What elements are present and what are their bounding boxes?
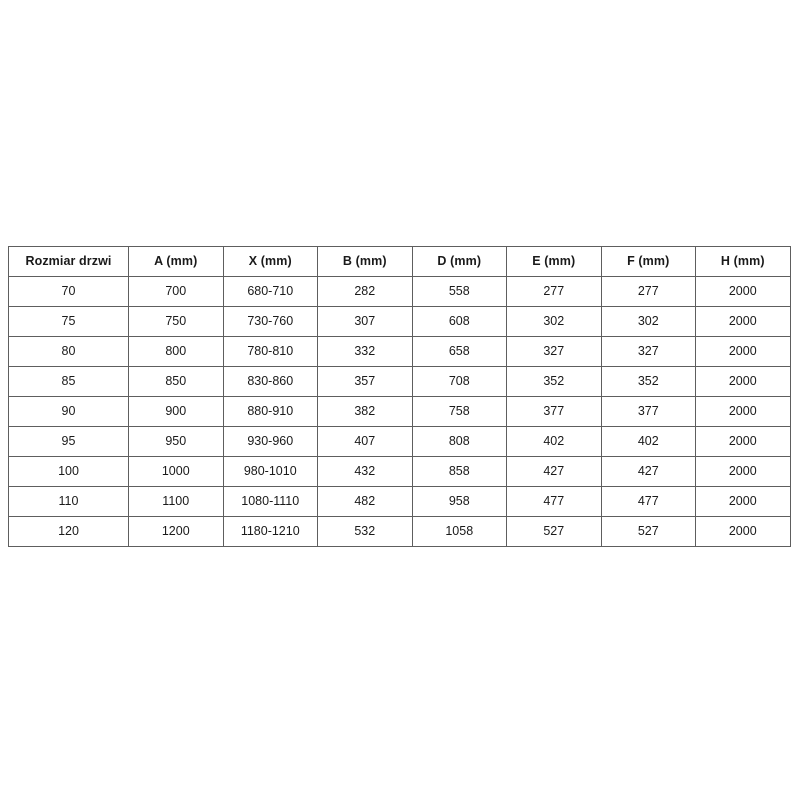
cell-b: 357 — [317, 366, 413, 397]
cell-x: 1080-1110 — [222, 486, 318, 517]
cell-a: 1200 — [128, 516, 224, 547]
column-header-2: X (mm) — [222, 246, 318, 277]
cell-f: 352 — [600, 366, 696, 397]
cell-e: 427 — [506, 456, 602, 487]
table-header-row: Rozmiar drzwi A (mm) X (mm) B (mm) D (mm) E (… — [8, 246, 791, 277]
column-header-6: F (mm) — [600, 246, 696, 277]
cell-h: 2000 — [695, 396, 791, 427]
cell-h: 2000 — [695, 276, 791, 307]
cell-b: 282 — [317, 276, 413, 307]
cell-door-size: 110 — [8, 486, 129, 517]
cell-h: 2000 — [695, 486, 791, 517]
table-row: 80 800 780-810 332 658 327 327 2000 — [8, 336, 791, 367]
cell-h: 2000 — [695, 516, 791, 547]
cell-x: 730-760 — [222, 306, 318, 337]
table-row: 100 1000 980-1010 432 858 427 427 2000 — [8, 456, 791, 487]
cell-b: 307 — [317, 306, 413, 337]
cell-a: 900 — [128, 396, 224, 427]
cell-f: 427 — [600, 456, 696, 487]
cell-b: 407 — [317, 426, 413, 457]
table-header: Rozmiar drzwi A (mm) X (mm) B (mm) D (mm) E (… — [8, 246, 791, 277]
cell-a: 950 — [128, 426, 224, 457]
cell-a: 800 — [128, 336, 224, 367]
cell-x: 980-1010 — [222, 456, 318, 487]
cell-door-size: 85 — [8, 366, 129, 397]
cell-d: 608 — [411, 306, 507, 337]
cell-x: 680-710 — [222, 276, 318, 307]
cell-h: 2000 — [695, 306, 791, 337]
cell-d: 858 — [411, 456, 507, 487]
column-header-4: D (mm) — [411, 246, 507, 277]
cell-a: 750 — [128, 306, 224, 337]
column-header-5: E (mm) — [506, 246, 602, 277]
cell-x: 880-910 — [222, 396, 318, 427]
cell-f: 527 — [600, 516, 696, 547]
cell-b: 332 — [317, 336, 413, 367]
table-row: 70 700 680-710 282 558 277 277 2000 — [8, 276, 791, 307]
cell-b: 532 — [317, 516, 413, 547]
cell-door-size: 120 — [8, 516, 129, 547]
cell-door-size: 90 — [8, 396, 129, 427]
column-header-1: A (mm) — [128, 246, 224, 277]
table-row: 110 1100 1080-1110 482 958 477 477 2000 — [8, 486, 791, 517]
table-row: 75 750 730-760 307 608 302 302 2000 — [8, 306, 791, 337]
cell-f: 402 — [600, 426, 696, 457]
cell-d: 1058 — [411, 516, 507, 547]
table-row: 90 900 880-910 382 758 377 377 2000 — [8, 396, 791, 427]
cell-door-size: 80 — [8, 336, 129, 367]
cell-d: 708 — [411, 366, 507, 397]
cell-b: 432 — [317, 456, 413, 487]
cell-e: 327 — [506, 336, 602, 367]
cell-d: 558 — [411, 276, 507, 307]
table-row: 95 950 930-960 407 808 402 402 2000 — [8, 426, 791, 457]
cell-b: 382 — [317, 396, 413, 427]
cell-e: 402 — [506, 426, 602, 457]
cell-b: 482 — [317, 486, 413, 517]
cell-f: 327 — [600, 336, 696, 367]
cell-x: 930-960 — [222, 426, 318, 457]
cell-x: 830-860 — [222, 366, 318, 397]
cell-x: 780-810 — [222, 336, 318, 367]
cell-a: 1000 — [128, 456, 224, 487]
column-header-7: H (mm) — [695, 246, 791, 277]
cell-h: 2000 — [695, 366, 791, 397]
spec-table-container: Rozmiar drzwi A (mm) X (mm) B (mm) D (mm) E (… — [8, 246, 791, 547]
cell-door-size: 75 — [8, 306, 129, 337]
cell-x: 1180-1210 — [222, 516, 318, 547]
cell-door-size: 70 — [8, 276, 129, 307]
cell-d: 808 — [411, 426, 507, 457]
cell-d: 658 — [411, 336, 507, 367]
column-header-0: Rozmiar drzwi — [8, 246, 129, 277]
cell-h: 2000 — [695, 456, 791, 487]
table-row: 85 850 830-860 357 708 352 352 2000 — [8, 366, 791, 397]
column-header-3: B (mm) — [317, 246, 413, 277]
cell-e: 352 — [506, 366, 602, 397]
cell-e: 477 — [506, 486, 602, 517]
cell-d: 758 — [411, 396, 507, 427]
cell-h: 2000 — [695, 426, 791, 457]
cell-d: 958 — [411, 486, 507, 517]
cell-e: 377 — [506, 396, 602, 427]
cell-a: 850 — [128, 366, 224, 397]
cell-a: 700 — [128, 276, 224, 307]
cell-a: 1100 — [128, 486, 224, 517]
cell-e: 302 — [506, 306, 602, 337]
cell-f: 477 — [600, 486, 696, 517]
cell-f: 302 — [600, 306, 696, 337]
cell-door-size: 100 — [8, 456, 129, 487]
cell-door-size: 95 — [8, 426, 129, 457]
door-size-dimensions-table: Rozmiar drzwi A (mm) X (mm) B (mm) D (mm) E (… — [8, 246, 791, 547]
table-body: 70 700 680-710 282 558 277 277 2000 75 750 730-760… — [8, 276, 791, 547]
table-row: 120 1200 1180-1210 532 1058 527 527 2000 — [8, 516, 791, 547]
cell-h: 2000 — [695, 336, 791, 367]
cell-e: 277 — [506, 276, 602, 307]
cell-f: 277 — [600, 276, 696, 307]
cell-e: 527 — [506, 516, 602, 547]
cell-f: 377 — [600, 396, 696, 427]
